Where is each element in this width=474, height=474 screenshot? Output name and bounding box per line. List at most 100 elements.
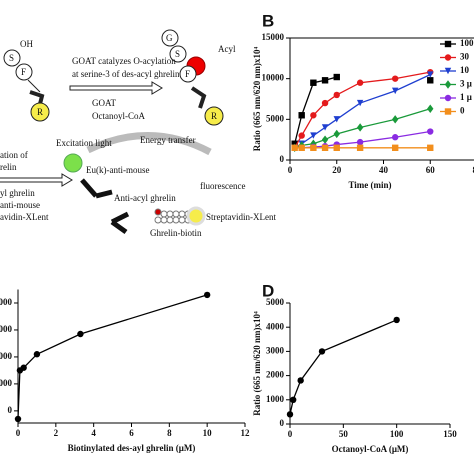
marker xyxy=(391,87,399,95)
marker xyxy=(333,91,340,99)
x-tick-label: 8 xyxy=(167,428,172,438)
panel-label: D xyxy=(262,281,274,300)
x-tick-label: 50 xyxy=(339,429,349,439)
marker xyxy=(333,116,340,123)
marker xyxy=(356,144,364,151)
y-tick-label: 10000 xyxy=(262,73,285,83)
marker xyxy=(321,135,329,144)
y-tick-label: 5000 xyxy=(266,113,285,123)
marker xyxy=(356,138,364,146)
y-tick-label: 2000 xyxy=(266,370,285,380)
marker xyxy=(321,99,329,107)
diagram-text: at serine-3 of des-acyl ghrelin xyxy=(72,69,180,79)
y-axis-label: Ratio (665 nm/620 nm)x10⁴ xyxy=(252,46,262,151)
diagram-text: S xyxy=(9,53,14,63)
series-line xyxy=(294,71,431,149)
diagram-text: Energy transfer xyxy=(140,135,196,145)
panel-label: B xyxy=(262,11,274,30)
x-axis-label: Biotinylated des-ayl ghrelin (μM) xyxy=(68,443,196,453)
marker xyxy=(391,115,399,124)
series-line xyxy=(17,294,208,419)
diagram-text: OH xyxy=(20,39,33,49)
x-tick-label: 0 xyxy=(288,429,293,439)
x-tick-label: 4 xyxy=(91,428,96,438)
y-axis-label: Ratio (665 nm/620 nm)x10⁴ xyxy=(252,311,262,416)
x-tick-label: 12 xyxy=(241,428,251,438)
marker xyxy=(298,144,305,151)
legend-label: 1 μ xyxy=(460,92,472,102)
marker xyxy=(310,144,317,151)
diagram-text: F xyxy=(21,67,26,77)
x-tick-label: 6 xyxy=(129,428,134,438)
marker xyxy=(298,112,305,119)
marker xyxy=(310,139,317,148)
marker xyxy=(444,108,452,115)
x-tick-label: 0 xyxy=(16,428,21,438)
diagram xyxy=(0,29,224,235)
marker xyxy=(321,144,329,151)
marker xyxy=(310,132,317,139)
y-tick-label: 000 xyxy=(0,351,13,361)
diagram-text: fluorescence xyxy=(200,181,245,191)
diagram-text: G xyxy=(166,33,173,43)
diagram-text: R xyxy=(211,111,217,121)
marker xyxy=(318,348,326,355)
y-tick-label: 1000 xyxy=(266,394,285,404)
diagram-text: R xyxy=(37,107,43,117)
y-tick-label: 000 xyxy=(0,324,13,334)
marker xyxy=(391,144,399,151)
legend-label: 10 xyxy=(460,65,470,75)
diagram-text: relin xyxy=(0,162,17,172)
marker xyxy=(310,79,317,86)
x-tick-label: 150 xyxy=(443,429,457,439)
marker xyxy=(290,396,297,403)
diagram-text: Anti-acyl ghrelin xyxy=(114,193,176,203)
marker xyxy=(444,94,452,102)
x-tick-label: 100 xyxy=(390,429,404,439)
marker xyxy=(333,73,340,81)
y-tick-label: 0 xyxy=(280,418,285,428)
x-tick-label: 0 xyxy=(288,165,293,175)
marker xyxy=(427,128,434,135)
x-tick-label: 40 xyxy=(379,165,389,175)
y-tick-label: 000 xyxy=(0,378,13,388)
y-tick-label: 4000 xyxy=(266,321,285,331)
diagram-text: Excitation light xyxy=(56,138,112,148)
marker xyxy=(14,415,22,423)
x-tick-label: 60 xyxy=(426,165,436,175)
y-tick-label: 0 xyxy=(280,154,285,164)
diagram-text: avidin-XLent xyxy=(0,212,49,222)
x-axis-label: Octanoyl-CoA (μM) xyxy=(332,444,409,454)
y-tick-label: 5000 xyxy=(266,297,285,307)
marker xyxy=(321,77,329,84)
marker xyxy=(356,99,364,107)
x-axis-label: Time (min) xyxy=(348,180,391,190)
diagram-text: Octanoyl-CoA xyxy=(92,111,145,121)
y-tick-label: 0 xyxy=(8,405,13,415)
y-tick-label: 15000 xyxy=(262,32,285,42)
x-tick-label: 20 xyxy=(332,165,342,175)
legend-label: 30 xyxy=(460,52,470,62)
legend-label: 100 xyxy=(460,38,474,48)
marker xyxy=(427,71,434,78)
marker xyxy=(203,291,211,299)
marker xyxy=(427,104,434,113)
x-tick-label: 80 xyxy=(473,165,474,175)
marker xyxy=(77,330,84,338)
marker xyxy=(444,67,452,75)
marker xyxy=(393,316,400,324)
marker xyxy=(297,377,304,384)
series-line xyxy=(289,319,397,415)
marker xyxy=(391,134,399,141)
x-tick-label: 10 xyxy=(203,428,213,438)
marker xyxy=(286,411,294,418)
marker xyxy=(356,79,364,86)
y-tick-label: 3000 xyxy=(266,345,285,355)
marker xyxy=(356,123,364,132)
diagram-text: anti-mouse xyxy=(0,200,40,210)
diagram-text: F xyxy=(185,69,190,79)
marker xyxy=(321,124,329,131)
diagram-text: GOAT xyxy=(92,98,117,108)
diagram-text: GOAT catalyzes O-acylation xyxy=(72,56,176,66)
